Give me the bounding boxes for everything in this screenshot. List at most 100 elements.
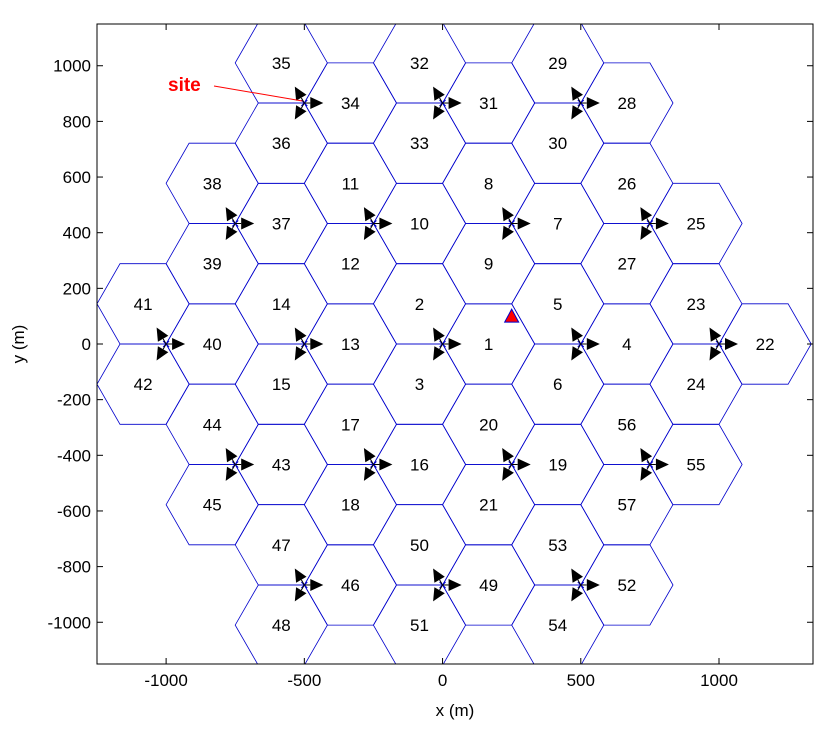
sector-arrow — [294, 105, 307, 120]
cell-label: 18 — [341, 496, 360, 515]
cell-label: 1 — [484, 335, 493, 354]
y-tick-label: 600 — [63, 168, 91, 187]
sector-arrow — [448, 97, 462, 109]
sector-arrow-stem — [300, 338, 305, 345]
sector-arrow — [448, 338, 462, 350]
sector-arrow — [640, 225, 653, 240]
sector-arrow-stem — [162, 343, 167, 350]
cell-label: 47 — [272, 536, 291, 555]
sector-arrow — [363, 225, 376, 240]
sector-arrow-stem — [577, 97, 582, 104]
sector-arrow — [571, 346, 583, 361]
sector-arrow — [433, 86, 445, 101]
cell-label: 2 — [415, 295, 424, 314]
cell-label: 38 — [203, 174, 222, 193]
sector-arrow-stem — [162, 338, 167, 345]
sector-arrow-stem — [439, 102, 443, 109]
sector-arrow — [363, 448, 376, 463]
sector-arrow — [709, 346, 722, 361]
cell-label: 55 — [687, 456, 706, 475]
x-tick-label: -1000 — [144, 671, 187, 690]
sector-arrow-stem — [300, 102, 305, 109]
sector-arrow-stem — [300, 584, 305, 591]
cell-label: 19 — [548, 456, 567, 475]
sector-arrow-stem — [439, 579, 443, 586]
cell-label: 3 — [415, 375, 424, 394]
sector-arrow — [502, 207, 514, 222]
cell-label: 41 — [134, 295, 153, 314]
sector-arrow-stem — [577, 102, 582, 109]
cell-label: 16 — [410, 456, 429, 475]
cell-label: 52 — [617, 576, 636, 595]
cell-label: 53 — [548, 536, 567, 555]
cell-label: 20 — [479, 415, 498, 434]
sector-arrow — [310, 97, 324, 109]
cell-label: 49 — [479, 576, 498, 595]
cell-label: 15 — [272, 375, 291, 394]
sector-arrow — [433, 105, 445, 120]
site-annotation-label: site — [168, 75, 201, 96]
cell-label: 36 — [272, 134, 291, 153]
cell-label: 24 — [687, 375, 706, 394]
cell-label: 45 — [203, 496, 222, 515]
cell-label: 35 — [272, 54, 291, 73]
cell-label: 29 — [548, 54, 567, 73]
y-tick-label: 200 — [63, 279, 91, 298]
sector-arrow — [586, 338, 600, 350]
sector-arrow — [655, 217, 669, 230]
annotations: site — [168, 75, 520, 323]
sector-arrow — [517, 217, 531, 230]
sector-arrow — [225, 448, 238, 463]
sector-arrow — [655, 458, 669, 471]
cell-label: 37 — [272, 215, 291, 234]
y-tick-label: -600 — [57, 502, 91, 521]
cell-labels: 1234567891011121314151617181920212223242… — [134, 54, 775, 635]
sector-arrow — [156, 327, 169, 342]
sector-arrow-stem — [715, 338, 720, 345]
sector-arrow — [517, 458, 531, 471]
sector-arrow-stem — [508, 223, 513, 229]
cell-label: 13 — [341, 335, 360, 354]
sector-arrow-stem — [577, 338, 582, 345]
cell-label: 32 — [410, 54, 429, 73]
sector-arrow-stem — [370, 218, 374, 224]
sector-arrow — [586, 579, 600, 591]
y-tick-label: 400 — [63, 224, 91, 243]
sector-arrow — [363, 207, 376, 222]
cell-label: 42 — [134, 375, 153, 394]
sector-arrows — [156, 86, 738, 602]
sector-arrow — [433, 346, 445, 361]
cell-label: 46 — [341, 576, 360, 595]
cell-label: 50 — [410, 536, 429, 555]
cell-label: 9 — [484, 255, 493, 274]
sector-arrow — [502, 225, 514, 240]
sector-arrow — [571, 568, 583, 583]
cell-label: 34 — [341, 94, 360, 113]
cell-label: 56 — [617, 415, 636, 434]
cell-label: 7 — [553, 215, 562, 234]
sector-arrow-stem — [715, 343, 720, 350]
sector-arrow-stem — [231, 218, 236, 224]
sector-arrow-stem — [508, 218, 513, 224]
cell-label: 26 — [617, 174, 636, 193]
sector-arrow-stem — [577, 343, 582, 350]
cell-label: 48 — [272, 616, 291, 635]
sector-arrow — [225, 225, 238, 240]
sector-arrow — [709, 327, 722, 342]
cell-label: 40 — [203, 335, 222, 354]
site-annotation-line — [213, 85, 303, 102]
cell-label: 51 — [410, 616, 429, 635]
sector-arrow — [725, 338, 738, 350]
cell-label: 14 — [272, 295, 291, 314]
y-tick-label: -400 — [57, 446, 91, 465]
sector-arrow-stem — [577, 579, 582, 586]
sector-arrow — [225, 207, 238, 222]
sector-arrow — [502, 466, 514, 481]
sector-arrow-stem — [439, 97, 443, 104]
sector-arrow-stem — [646, 218, 651, 224]
sector-arrow — [156, 346, 169, 361]
sector-arrow — [363, 466, 376, 481]
sector-arrow — [241, 217, 255, 230]
sector-arrow — [294, 587, 307, 602]
